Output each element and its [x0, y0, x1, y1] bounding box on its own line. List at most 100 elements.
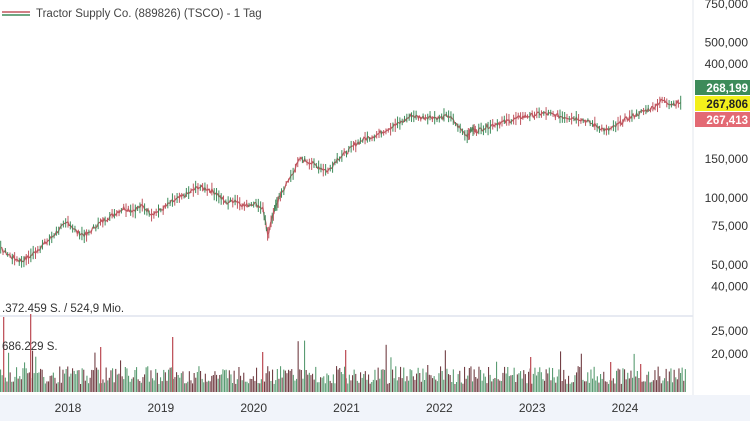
- volume-bar: [92, 370, 94, 392]
- x-tick-label: 2021: [333, 401, 360, 415]
- volume-bar: [323, 376, 325, 392]
- volume-bar: [158, 384, 160, 392]
- price-badge-bg: [695, 80, 750, 95]
- y-tick-label: 400,000: [705, 57, 749, 71]
- volume-bar: [542, 379, 544, 392]
- volume-bar: [105, 367, 107, 392]
- volume-bar: [544, 380, 546, 392]
- volume-bar: [459, 370, 461, 392]
- volume-bar: [587, 372, 589, 392]
- volume-bar: [166, 380, 168, 392]
- volume-bar: [336, 366, 338, 392]
- volume-bar: [145, 367, 147, 392]
- volume-bar: [417, 367, 419, 392]
- volume-bar: [118, 373, 120, 392]
- volume-bar: [408, 380, 410, 392]
- volume-bar: [16, 367, 18, 392]
- volume-bar: [630, 370, 632, 392]
- volume-bar: [56, 383, 58, 392]
- volume-bar: [254, 380, 256, 392]
- volume-bar: [654, 370, 656, 392]
- volume-bar: [504, 366, 506, 392]
- volume-bar: [681, 367, 683, 392]
- volume-bar: [297, 341, 299, 392]
- volume-bar: [422, 368, 424, 392]
- volume-bar: [68, 376, 70, 392]
- volume-bar: [614, 383, 616, 392]
- volume-bar: [126, 368, 128, 392]
- volume-bar: [534, 367, 536, 392]
- volume-bar: [440, 366, 442, 392]
- volume-bar: [432, 378, 434, 392]
- volume-bar: [291, 369, 293, 392]
- x-axis-background: [0, 395, 750, 421]
- volume-bar: [248, 383, 250, 392]
- volume-bar: [612, 378, 614, 392]
- volume-bar: [70, 373, 72, 392]
- volume-bar: [204, 373, 206, 392]
- volume-bar: [435, 379, 437, 392]
- volume-bar: [390, 357, 392, 392]
- volume-bar: [19, 376, 21, 392]
- volume-bar: [120, 360, 122, 392]
- volume-bar: [67, 366, 69, 392]
- volume-bar: [571, 382, 573, 392]
- volume-average-label: 686.229 S.: [2, 341, 58, 353]
- volume-bar: [520, 371, 522, 392]
- volume-bar: [251, 379, 253, 392]
- volume-bar: [516, 374, 518, 392]
- volume-bar: [577, 366, 579, 392]
- volume-bar: [268, 371, 270, 392]
- volume-bar: [318, 382, 320, 392]
- volume-bar: [187, 381, 189, 392]
- x-tick-label: 2023: [519, 401, 546, 415]
- volume-bar: [384, 369, 386, 392]
- volume-bar: [283, 369, 285, 392]
- volume-bar: [513, 367, 515, 392]
- volume-bar: [593, 366, 595, 392]
- volume-bar: [635, 376, 637, 392]
- volume-bar: [558, 369, 560, 392]
- volume-bar: [324, 383, 326, 392]
- volume-bar: [243, 372, 245, 392]
- volume-bar: [222, 369, 224, 392]
- volume-bar: [489, 374, 491, 392]
- volume-bar: [524, 374, 526, 392]
- volume-bar: [8, 352, 10, 392]
- volume-bar: [476, 378, 478, 392]
- volume-bar: [182, 371, 184, 392]
- volume-bar: [576, 372, 578, 392]
- volume-bar: [452, 369, 454, 392]
- volume-bar: [512, 375, 514, 392]
- volume-bar: [592, 378, 594, 392]
- volume-bar: [153, 380, 155, 392]
- volume-bar: [392, 369, 394, 392]
- y-tick-label: 40,000: [711, 280, 748, 294]
- volume-bar: [64, 373, 66, 392]
- volume-bar: [505, 373, 507, 392]
- y-tick-label: 150,000: [705, 152, 749, 166]
- price-badge-label: 267,413: [706, 115, 748, 127]
- volume-bar: [353, 369, 355, 392]
- volume-bar: [385, 344, 387, 392]
- volume-bar: [563, 369, 565, 392]
- volume-bar: [664, 378, 666, 392]
- volume-bar: [419, 373, 421, 392]
- price-badges: 268,199 267,806 267,413: [695, 80, 750, 127]
- volume-bar: [588, 382, 590, 392]
- volume-bar: [657, 366, 659, 392]
- volume-bar: [608, 383, 610, 392]
- volume-bar: [358, 382, 360, 392]
- volume-bar: [601, 378, 603, 392]
- volume-bar: [107, 380, 109, 392]
- volume-bar: [320, 377, 322, 392]
- volume-bar: [643, 381, 645, 392]
- volume-bar: [662, 380, 664, 392]
- volume-bar: [430, 375, 432, 392]
- volume-bar: [574, 375, 576, 392]
- volume-bar: [539, 367, 541, 392]
- volume-bar: [670, 368, 672, 392]
- volume-bar: [683, 380, 685, 392]
- volume-bar: [443, 379, 445, 392]
